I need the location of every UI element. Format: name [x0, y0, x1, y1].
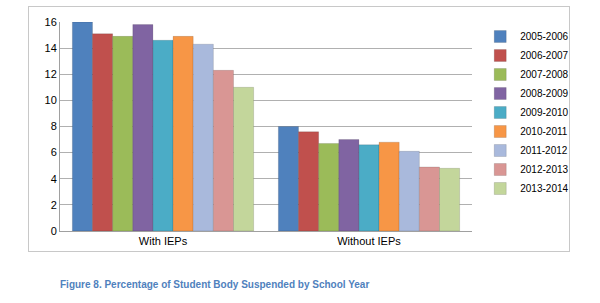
- svg-text:With IEPs: With IEPs: [139, 235, 188, 247]
- svg-text:10: 10: [45, 94, 57, 106]
- svg-text:2013-2014: 2013-2014: [520, 183, 568, 194]
- svg-text:16: 16: [45, 16, 57, 28]
- svg-text:14: 14: [45, 42, 57, 54]
- svg-text:2010-2011: 2010-2011: [520, 126, 568, 137]
- svg-text:2006-2007: 2006-2007: [520, 50, 568, 61]
- svg-text:Without IEPs: Without IEPs: [337, 235, 401, 247]
- svg-text:12: 12: [45, 68, 57, 80]
- svg-text:6: 6: [51, 146, 57, 158]
- svg-text:2007-2008: 2007-2008: [520, 69, 568, 80]
- svg-text:2012-2013: 2012-2013: [520, 164, 568, 175]
- svg-text:2009-2010: 2009-2010: [520, 107, 568, 118]
- svg-text:8: 8: [51, 120, 57, 132]
- svg-text:2008-2009: 2008-2009: [520, 88, 568, 99]
- svg-text:2: 2: [51, 199, 57, 211]
- svg-text:2005-2006: 2005-2006: [520, 31, 568, 42]
- svg-text:0: 0: [51, 225, 57, 237]
- svg-text:Figure 8. Percentage of Studen: Figure 8. Percentage of Student Body Sus…: [60, 279, 369, 290]
- svg-text:2011-2012: 2011-2012: [520, 145, 568, 156]
- svg-text:4: 4: [51, 173, 57, 185]
